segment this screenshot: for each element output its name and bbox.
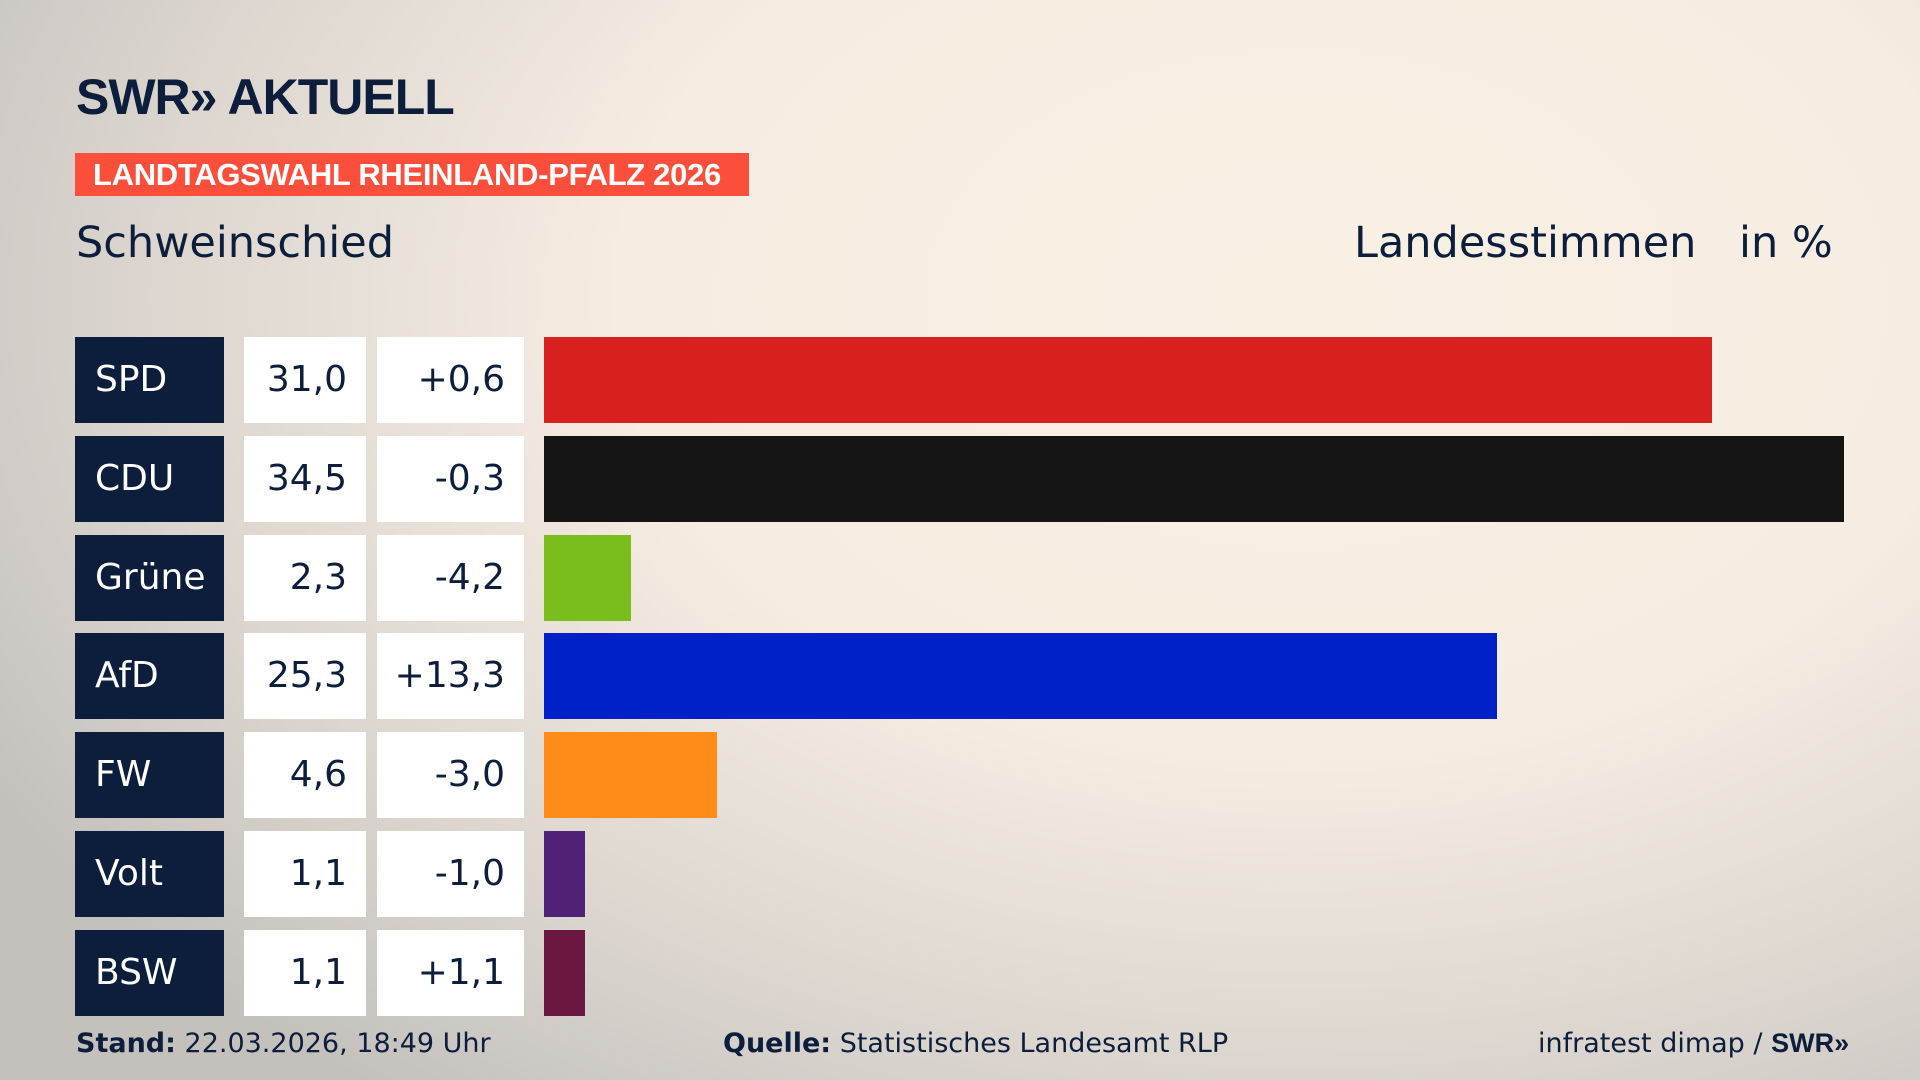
value-label: 1,1 bbox=[244, 831, 366, 917]
bar bbox=[544, 435, 1844, 522]
stand-label: Stand: bbox=[76, 1028, 176, 1059]
bar bbox=[544, 929, 586, 1016]
diff-label: +0,6 bbox=[377, 337, 524, 423]
bar bbox=[544, 831, 586, 917]
value-label: 34,5 bbox=[244, 435, 366, 522]
diff-label: +13,3 bbox=[377, 633, 524, 720]
source: Quelle: Statistisches Landesamt RLP bbox=[723, 1028, 1228, 1059]
chart-row: BSW 1,1 +1,1 bbox=[75, 929, 1875, 1016]
party-label: CDU bbox=[75, 435, 224, 522]
bar bbox=[544, 732, 718, 819]
swr-logo: SWR» bbox=[1771, 1028, 1850, 1058]
chart-row: Grüne 2,3 -4,2 bbox=[75, 534, 1875, 621]
chart-row: AfD 25,3 +13,3 bbox=[75, 633, 1875, 720]
bar bbox=[544, 534, 631, 621]
diff-label: -1,0 bbox=[377, 831, 524, 917]
election-banner: LANDTAGSWAHL RHEINLAND-PFALZ 2026 bbox=[75, 153, 749, 196]
place-title: Schweinschied bbox=[76, 218, 395, 268]
chart-row: Volt 1,1 -1,0 bbox=[75, 831, 1875, 917]
unit-label: in % bbox=[1739, 218, 1833, 268]
diff-label: +1,1 bbox=[377, 929, 524, 1016]
source-label: Quelle: bbox=[723, 1028, 832, 1059]
party-label: BSW bbox=[75, 929, 224, 1016]
value-label: 2,3 bbox=[244, 534, 366, 621]
party-label: SPD bbox=[75, 337, 224, 423]
value-label: 1,1 bbox=[244, 929, 366, 1016]
value-label: 25,3 bbox=[244, 633, 366, 720]
stand-value: 22.03.2026, 18:49 Uhr bbox=[184, 1028, 491, 1059]
chart-row: FW 4,6 -3,0 bbox=[75, 732, 1875, 819]
diff-label: -3,0 bbox=[377, 732, 524, 819]
credit: infratest dimap / SWR» bbox=[1538, 1028, 1849, 1059]
party-label: Grüne bbox=[75, 534, 224, 621]
bar bbox=[544, 633, 1498, 720]
value-label: 4,6 bbox=[244, 732, 366, 819]
chart-row: SPD 31,0 +0,6 bbox=[75, 337, 1875, 423]
party-label: AfD bbox=[75, 633, 224, 720]
swr-aktuell-logo: SWR» AKTUELL bbox=[76, 69, 455, 125]
diff-label: -4,2 bbox=[377, 534, 524, 621]
diff-label: -0,3 bbox=[377, 435, 524, 522]
value-label: 31,0 bbox=[244, 337, 366, 423]
timestamp: Stand: 22.03.2026, 18:49 Uhr bbox=[76, 1028, 491, 1059]
metric-label: Landesstimmen bbox=[1354, 218, 1697, 268]
credit-text: infratest dimap / bbox=[1538, 1028, 1772, 1059]
chart-row: CDU 34,5 -0,3 bbox=[75, 435, 1875, 522]
source-value: Statistisches Landesamt RLP bbox=[839, 1028, 1229, 1059]
bar bbox=[544, 337, 1713, 423]
party-label: FW bbox=[75, 732, 224, 819]
party-label: Volt bbox=[75, 831, 224, 917]
